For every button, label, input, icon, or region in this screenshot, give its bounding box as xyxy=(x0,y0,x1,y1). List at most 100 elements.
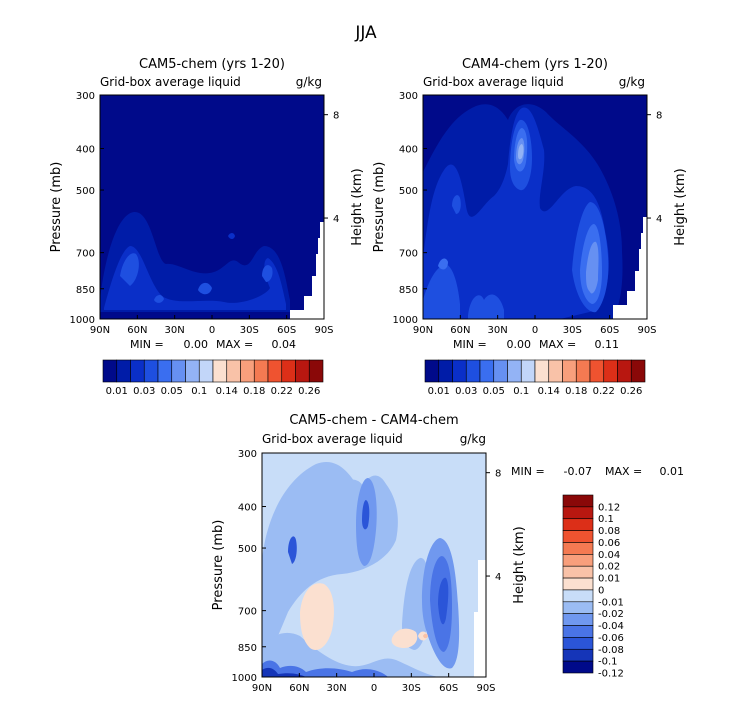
y-axis-ticks: 300 400 500 700 850 1000 xyxy=(393,91,427,326)
y-tick-label: 400 xyxy=(76,145,95,156)
colorbar-label: 0.02 xyxy=(598,562,620,573)
stat-min-value: 0.00 xyxy=(507,338,532,351)
y2-tick-label: 4 xyxy=(656,214,662,225)
colorbar-label: -0.1 xyxy=(598,657,618,668)
panel-title: CAM4-chem (yrs 1-20) xyxy=(462,57,608,72)
colorbar-swatch xyxy=(507,359,522,383)
y-tick-label: 700 xyxy=(76,249,95,260)
colorbar-swatch xyxy=(562,565,594,579)
colorbar-label: 0.1 xyxy=(598,514,614,525)
stat-min-label: MIN = xyxy=(453,338,487,351)
y-tick-label: 1000 xyxy=(232,673,257,684)
colorbar-swatch xyxy=(479,359,495,383)
y-tick-label: 850 xyxy=(76,285,95,296)
colorbar-swatch xyxy=(562,494,594,508)
colorbar-swatch xyxy=(562,601,594,614)
colorbar-swatch xyxy=(562,577,594,591)
colorbar-swatch xyxy=(520,359,536,383)
colorbar: 0.01 0.03 0.05 0.1 0.14 0.18 0.22 0.26 xyxy=(424,359,646,397)
x-axis-ticks: 90N 60N 30N 0 30S 60S 90S xyxy=(252,673,496,694)
colorbar-label: -0.01 xyxy=(598,597,624,608)
colorbar-label: -0.04 xyxy=(598,621,624,632)
colorbar-label: 0.18 xyxy=(565,386,587,397)
y2-tick-label: 8 xyxy=(333,111,339,122)
x-tick-label: 30N xyxy=(488,325,508,336)
x-tick-label: 60S xyxy=(277,325,296,336)
contour-field xyxy=(262,453,486,677)
y2-tick-label: 4 xyxy=(333,214,339,225)
colorbar-swatch xyxy=(116,359,131,383)
contour-field xyxy=(423,95,647,319)
y-tick-label: 500 xyxy=(76,186,95,197)
colorbar-label: 0.22 xyxy=(593,386,615,397)
stat-max-label: MAX = xyxy=(539,338,576,351)
y-tick-label: 1000 xyxy=(393,315,418,326)
colorbar-swatch xyxy=(603,359,618,383)
colorbar-swatch xyxy=(452,359,467,383)
colorbar-swatch xyxy=(171,359,186,383)
colorbar-swatch xyxy=(562,648,594,662)
colorbar-label: 0.1 xyxy=(513,386,529,397)
x-tick-label: 30S xyxy=(402,683,421,694)
colorbar-swatch xyxy=(562,660,594,674)
colorbar-label: 0.1 xyxy=(191,386,207,397)
colorbar-swatch xyxy=(253,359,269,383)
stat-max-value: 0.04 xyxy=(272,338,297,351)
y-tick-label: 400 xyxy=(238,503,257,514)
colorbar-swatch xyxy=(617,359,632,383)
colorbar-label: 0.03 xyxy=(455,386,477,397)
colorbar-swatch xyxy=(562,554,594,567)
x-tick-label: 90S xyxy=(314,325,333,336)
colorbar-label: -0.12 xyxy=(598,669,624,680)
colorbar-swatch xyxy=(424,359,440,383)
x-tick-label: 60S xyxy=(439,683,458,694)
page-title: JJA xyxy=(354,23,377,43)
colorbar-label: -0.02 xyxy=(598,609,624,620)
stat-min-label: MIN = xyxy=(130,338,164,351)
colorbar-swatch xyxy=(295,359,310,383)
colorbar-label: 0.12 xyxy=(598,502,620,513)
y-tick-label: 700 xyxy=(238,607,257,618)
y-axis-ticks: 300 400 500 700 850 1000 xyxy=(232,449,266,684)
stat-max-label: MAX = xyxy=(216,338,253,351)
x-tick-label: 90N xyxy=(413,325,433,336)
colorbar-label: 0.26 xyxy=(620,386,642,397)
colorbar-label: 0.01 xyxy=(598,574,620,585)
colorbar-label: 0.26 xyxy=(298,386,320,397)
colorbar-swatch xyxy=(240,359,255,383)
colorbar-swatch xyxy=(562,359,577,383)
panel-cam5: CAM5-chem (yrs 1-20) Grid-box average li… xyxy=(49,57,365,397)
colorbar-label: 0.04 xyxy=(598,550,620,561)
x-axis-ticks: 90N 60N 30N 0 30S 60S 90S xyxy=(90,315,334,336)
colorbar-swatch xyxy=(267,359,283,383)
colorbar-label: 0.01 xyxy=(106,386,128,397)
colorbar-label: 0.03 xyxy=(133,386,155,397)
y2-tick-label: 8 xyxy=(656,111,662,122)
colorbar-label: 0.05 xyxy=(161,386,183,397)
colorbar-swatch xyxy=(212,359,228,383)
colorbar-swatch xyxy=(465,359,481,383)
colorbar-label: 0.18 xyxy=(243,386,265,397)
colorbar-swatch xyxy=(630,359,646,383)
y-axis-label: Pressure (mb) xyxy=(49,162,64,253)
stat-min-label: MIN = xyxy=(511,465,545,478)
panel-title: CAM5-chem - CAM4-chem xyxy=(289,413,458,428)
panel-subtitle-right: g/kg xyxy=(619,75,645,89)
panel-subtitle-left: Grid-box average liquid xyxy=(423,75,564,89)
x-tick-label: 30S xyxy=(240,325,259,336)
x-tick-label: 30N xyxy=(327,683,347,694)
colorbar-swatch xyxy=(198,359,214,383)
stat-min-value: 0.00 xyxy=(184,338,209,351)
colorbar-label: 0 xyxy=(598,585,604,596)
y-tick-label: 500 xyxy=(238,544,257,555)
colorbar-swatch xyxy=(130,359,145,383)
colorbar-swatch xyxy=(308,359,324,383)
panel-subtitle-right: g/kg xyxy=(460,432,486,446)
colorbar-swatch xyxy=(226,359,241,383)
x-tick-label: 60N xyxy=(127,325,147,336)
colorbar-swatch xyxy=(534,359,550,383)
stat-min-value: -0.07 xyxy=(564,465,592,478)
y2-axis-label: Height (km) xyxy=(350,168,365,245)
colorbar: 0.120.10.080.060.040.020.010-0.01-0.02-0… xyxy=(562,494,624,680)
